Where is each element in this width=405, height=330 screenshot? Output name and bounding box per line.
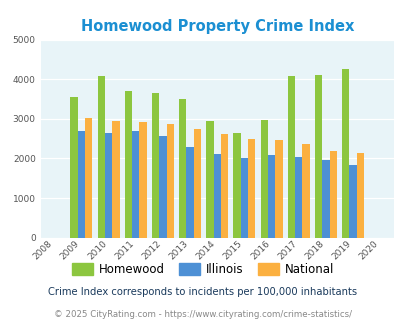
Bar (193, 129, 200, 238)
Bar (139, 121, 146, 238)
Bar (322, 160, 329, 238)
Bar (151, 93, 159, 238)
Bar (186, 147, 193, 238)
Bar (220, 134, 228, 238)
Legend: Homewood, Illinois, National: Homewood, Illinois, National (67, 258, 338, 281)
Bar (132, 131, 139, 238)
Bar (112, 121, 119, 238)
Bar (213, 154, 220, 238)
Bar (302, 144, 309, 238)
Text: Crime Index corresponds to incidents per 100,000 inhabitants: Crime Index corresponds to incidents per… (48, 287, 357, 297)
Bar (104, 133, 112, 238)
Bar (275, 140, 282, 238)
Bar (206, 121, 213, 238)
Bar (329, 151, 336, 238)
Bar (247, 139, 255, 238)
Bar (166, 123, 173, 238)
Bar (85, 118, 92, 238)
Bar (124, 91, 132, 238)
Bar (341, 69, 349, 238)
Bar (356, 153, 363, 238)
Title: Homewood Property Crime Index: Homewood Property Crime Index (80, 19, 353, 34)
Bar (240, 158, 247, 238)
Bar (70, 97, 77, 238)
Bar (97, 76, 104, 238)
Bar (233, 133, 240, 238)
Bar (314, 75, 322, 238)
Bar (287, 76, 294, 238)
Bar (349, 165, 356, 238)
Bar (159, 136, 166, 238)
Bar (260, 120, 267, 238)
Text: © 2025 CityRating.com - https://www.cityrating.com/crime-statistics/: © 2025 CityRating.com - https://www.city… (54, 310, 351, 319)
Bar (294, 157, 302, 238)
Bar (267, 155, 275, 238)
Bar (77, 131, 85, 238)
Bar (179, 99, 186, 238)
